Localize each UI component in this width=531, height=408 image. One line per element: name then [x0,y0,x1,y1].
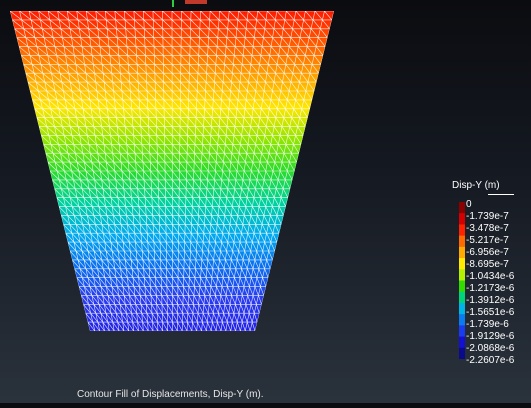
legend-label: -3.478e-7 [466,223,509,234]
colorbar-segment [459,202,465,214]
legend-label: -1.739e-6 [466,319,509,330]
colorbar-segment [459,291,465,304]
legend-label: -5.217e-7 [466,235,509,246]
colorbar-segment [459,213,465,225]
legend-label: -2.2607e-6 [466,355,515,366]
legend-label: -1.2173e-6 [466,283,515,294]
legend-label: -1.739e-7 [466,211,509,222]
legend-label: -1.5651e-6 [466,307,515,318]
legend-label: -1.0434e-6 [466,271,515,282]
legend-colorbar [459,202,465,359]
colorbar-segment [459,258,465,270]
colorbar-segment [459,235,465,248]
colorbar-segment [459,224,465,237]
colorbar-segment [459,325,465,338]
colorbar-segment [459,302,465,315]
legend-label: -6.956e-7 [466,247,509,258]
colorbar-segment [459,347,465,359]
legend-title-underline [488,194,514,195]
mesh-grid [10,11,334,331]
colorbar-segment [459,336,465,349]
colorbar-segment [459,269,465,281]
view-caption: Contour Fill of Displacements, Disp-Y (m… [77,389,264,400]
mesh-lines [10,11,334,331]
axis-indicator-icon [172,0,207,7]
legend-label: 0 [466,199,472,210]
color-legend: Disp-Y (m) 0 -1.739e-7 -3.478e-7 -5.217e… [452,180,530,366]
legend-label: -1.9129e-6 [466,331,515,342]
colorbar-segment [459,246,465,259]
legend-label: -2.0868e-6 [466,343,515,354]
legend-title: Disp-Y (m) [452,180,500,191]
legend-label: -8.695e-7 [466,259,509,270]
colorbar-segment [459,314,465,326]
legend-label: -1.3912e-6 [466,295,515,306]
colorbar-segment [459,280,465,293]
